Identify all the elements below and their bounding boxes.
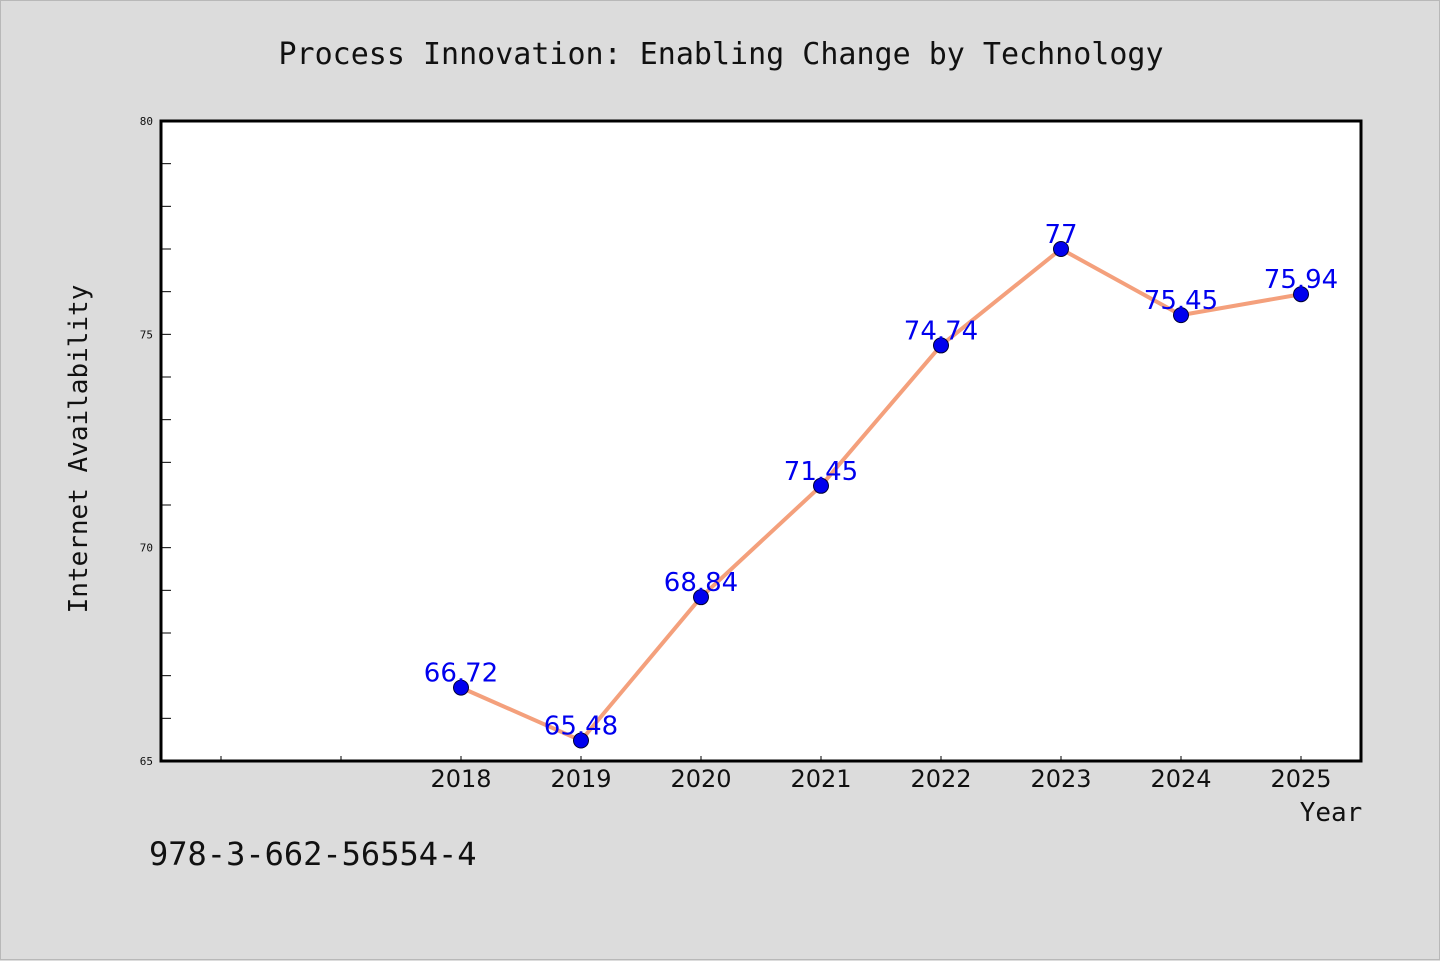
y-tick-label: 70	[140, 542, 153, 555]
y-axis-ticks: 65 70 75 80	[140, 115, 171, 768]
data-point	[1173, 307, 1189, 324]
y-axis-title: Internet Availability	[64, 285, 94, 614]
plot-area	[159, 119, 1363, 763]
data-point	[813, 477, 829, 494]
chart-title: Process Innovation: Enabling Change by T…	[278, 37, 1163, 72]
data-point	[693, 589, 709, 606]
x-tick-label: 2019	[550, 765, 611, 793]
y-tick-label: 75	[140, 328, 153, 341]
data-point	[453, 679, 469, 696]
x-tick-label: 2025	[1270, 765, 1331, 793]
series-line	[459, 247, 1303, 743]
data-point	[573, 732, 589, 749]
data-label: 75.94	[1264, 265, 1338, 295]
data-label: 66.72	[424, 659, 498, 689]
data-label: 75.45	[1144, 286, 1218, 316]
y-tick-label: 80	[140, 115, 153, 128]
data-label: 74.74	[904, 316, 978, 346]
x-axis-ticks: 2018 2019 2020 2021 2022 2023 2024 2025	[220, 756, 1332, 793]
x-tick-label: 2023	[1030, 765, 1091, 793]
x-tick-label: 2024	[1150, 765, 1211, 793]
x-tick-label: 2018	[430, 765, 491, 793]
x-tick-label: 2022	[910, 765, 971, 793]
data-label: 68.84	[664, 568, 738, 598]
data-point	[1053, 241, 1069, 257]
x-axis-title: Year	[1300, 798, 1363, 828]
data-label: 65.48	[544, 712, 618, 742]
data-point	[933, 337, 949, 354]
data-label: 77	[1044, 220, 1077, 250]
x-tick-label: 2021	[790, 765, 851, 793]
series-layer: 66.72 65.48 68.84 71.45 74.74 77 75.45 75.94	[424, 220, 1338, 749]
data-label: 71.45	[784, 457, 858, 487]
x-tick-label: 2020	[670, 765, 731, 793]
chart-annotation: 978-3-662-56554-4	[149, 835, 477, 873]
data-point	[1293, 286, 1309, 303]
y-tick-label: 65	[140, 755, 153, 768]
